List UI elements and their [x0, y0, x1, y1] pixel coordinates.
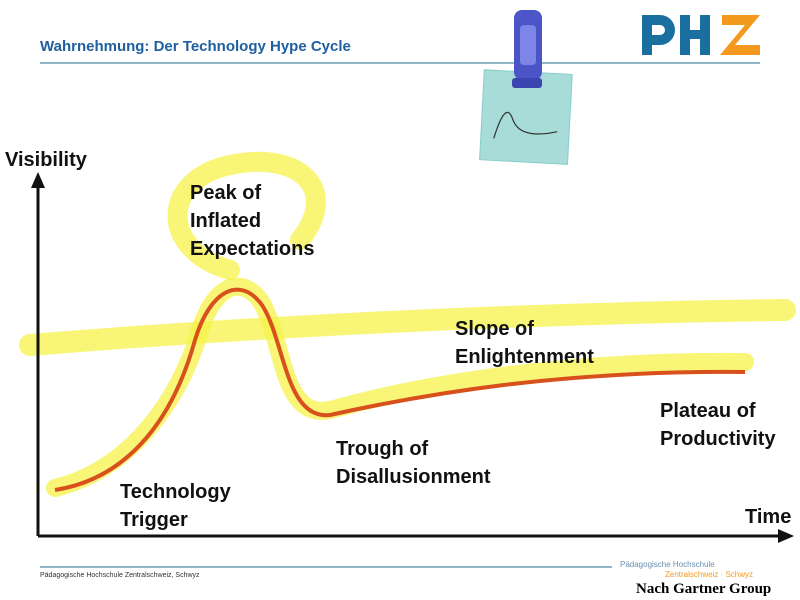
phase-label-line: Disallusionment — [336, 466, 491, 488]
slide-title: Wahrnehmung: Der Technology Hype Cycle — [40, 38, 351, 55]
logo — [642, 15, 760, 55]
y-axis-label: Visibility — [5, 149, 88, 171]
phase-label-line: Inflated — [190, 210, 261, 232]
phase-label: Slope of Enlightenment — [455, 318, 594, 368]
phase-label: Plateau of Productivity — [660, 400, 776, 450]
x-axis-label: Time — [745, 506, 791, 528]
phase-label-line: Trigger — [120, 509, 188, 531]
phase-label-line: Peak of — [190, 182, 261, 204]
phase-label-line: Enlightenment — [455, 346, 594, 368]
phase-label-line: Plateau of — [660, 400, 756, 422]
clip — [512, 10, 542, 88]
phase-label-line: Expectations — [190, 238, 314, 260]
footer-text: Pädagogische Hochschule Zentralschweiz, … — [40, 572, 200, 579]
phase-label-line: Slope of — [455, 318, 534, 340]
hype-curve — [54, 287, 746, 492]
phase-label-line: Productivity — [660, 428, 776, 450]
phase-label: Technology Trigger — [120, 481, 236, 531]
phase-label-line: Technology — [120, 481, 232, 503]
phase-label: Peak of Inflated Expectations — [190, 182, 314, 260]
phase-label-line: Trough of — [336, 438, 429, 460]
brand-line: Zentralschweiz · Schwyz — [665, 570, 753, 579]
source-note: Nach Gartner Group — [636, 581, 771, 597]
brand-line: Pädagogische Hochschule — [620, 560, 715, 569]
axes — [31, 172, 794, 543]
phase-label: Trough of Disallusionment — [336, 438, 491, 488]
